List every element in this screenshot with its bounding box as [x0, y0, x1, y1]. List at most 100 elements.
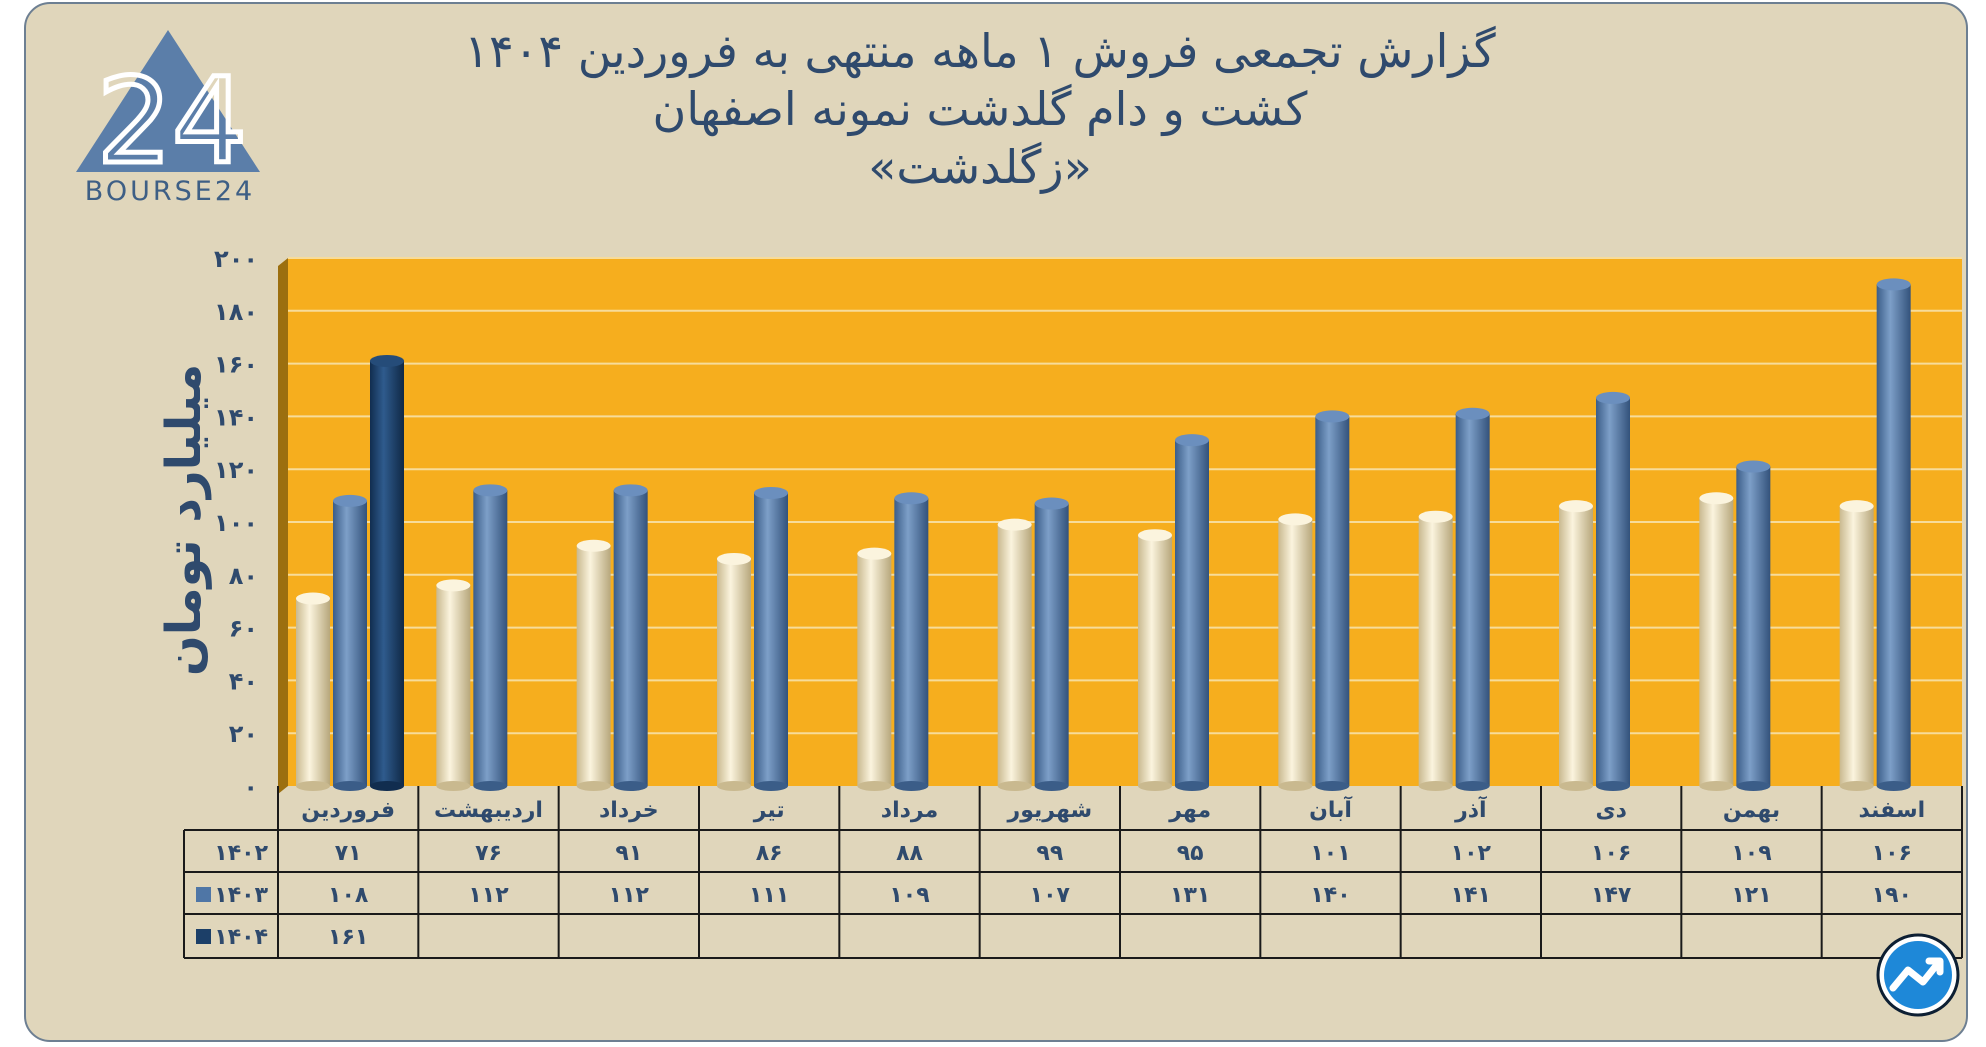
category-label: فروردین — [301, 798, 395, 823]
bar-cap — [1138, 529, 1172, 542]
bar — [1699, 498, 1734, 786]
data-label: ۸۸ — [896, 841, 923, 866]
y-tick-label: ۱۰۰ — [214, 509, 258, 537]
series-name: ۱۴۰۳ — [214, 883, 268, 908]
bar-cap — [1278, 513, 1313, 526]
category-label: اسفند — [1858, 798, 1925, 823]
bar — [894, 498, 929, 786]
bourse-chart-icon — [1876, 933, 1960, 1017]
bar-base — [1699, 781, 1734, 791]
bar — [1315, 416, 1350, 786]
bar — [717, 558, 751, 786]
bar-cap — [1876, 278, 1911, 291]
bar-cap — [1596, 391, 1630, 404]
bar-base — [1138, 781, 1172, 791]
bar-base — [754, 781, 788, 791]
bar-cap — [857, 547, 892, 560]
bar-base — [1278, 781, 1313, 791]
bar — [1736, 466, 1771, 786]
bar-base — [576, 781, 611, 791]
category-label: آذر — [1454, 795, 1487, 823]
category-label: شهریور — [1007, 798, 1093, 823]
bar-base — [370, 781, 404, 791]
bar-cap — [613, 484, 648, 497]
bar-cap — [1559, 500, 1593, 513]
y-tick-label: ۰ — [243, 773, 258, 801]
data-label: ۱۹۰ — [1872, 883, 1912, 908]
category-label: خرداد — [599, 798, 659, 823]
plot-side-wall — [278, 258, 288, 794]
bar — [1175, 440, 1209, 786]
bar-cap — [576, 539, 611, 552]
data-label: ۱۰۶ — [1872, 841, 1912, 866]
category-label: بهمن — [1723, 798, 1780, 823]
data-label: ۹۵ — [1177, 841, 1204, 866]
bar — [857, 553, 892, 786]
data-label: ۱۴۰ — [1310, 883, 1350, 908]
bar — [436, 585, 471, 786]
bar — [296, 598, 330, 786]
bar-cap — [1455, 407, 1490, 420]
y-tick-label: ۱۴۰ — [214, 403, 258, 431]
bar — [1418, 516, 1453, 786]
bar — [1559, 506, 1593, 786]
bar-cap — [296, 592, 330, 605]
bar-base — [1559, 781, 1593, 791]
y-tick-label: ۴۰ — [229, 667, 258, 695]
logo-mark: 24 — [97, 52, 247, 190]
bar-cap — [1699, 492, 1734, 505]
bourse24-logo: 24 — [76, 30, 260, 193]
category-label: تیر — [753, 798, 785, 823]
bar-cap — [1418, 510, 1453, 523]
data-label: ۱۰۱ — [1310, 841, 1350, 866]
data-label: ۷۱ — [335, 841, 362, 866]
bar-cap — [1839, 500, 1874, 513]
bar-cap — [997, 518, 1032, 531]
title-line-1: گزارش تجمعی فروش ۱ ماهه منتهی به فروردین… — [464, 24, 1496, 78]
bar-base — [717, 781, 751, 791]
bar — [997, 524, 1032, 786]
bar-cap — [1736, 460, 1771, 473]
category-label: مرداد — [881, 798, 938, 823]
y-tick-label: ۱۲۰ — [214, 456, 258, 484]
legend-swatch — [196, 929, 211, 944]
category-label: مهر — [1168, 798, 1211, 823]
bar — [370, 360, 404, 786]
bar-cap — [754, 486, 788, 499]
data-label: ۱۲۱ — [1731, 883, 1771, 908]
series-name: ۱۴۰۲ — [214, 841, 268, 866]
bar — [1596, 397, 1630, 786]
bar-base — [1876, 781, 1911, 791]
bar-base — [1596, 781, 1630, 791]
bar-base — [1034, 781, 1069, 791]
data-label: ۸۶ — [756, 841, 783, 866]
bar-cap — [717, 552, 751, 565]
y-tick-label: ۶۰ — [229, 615, 258, 643]
title-line-3: «زگلدشت» — [868, 140, 1092, 194]
bar-base — [613, 781, 648, 791]
bar-base — [857, 781, 892, 791]
bar-base — [473, 781, 508, 791]
data-label: ۱۱۱ — [749, 883, 789, 908]
y-tick-label: ۲۰ — [229, 720, 258, 748]
bar-cap — [1315, 410, 1350, 423]
bar-cap — [436, 579, 471, 592]
bar — [1839, 506, 1874, 786]
bar-cap — [894, 492, 929, 505]
category-label: دی — [1595, 798, 1626, 823]
bar-base — [894, 781, 929, 791]
bar-cap — [370, 354, 404, 367]
y-tick-label: ۸۰ — [229, 562, 258, 590]
data-label: ۱۴۷ — [1591, 883, 1632, 908]
data-label: ۷۶ — [475, 841, 502, 866]
bar — [1278, 519, 1313, 786]
data-label: ۱۰۶ — [1591, 841, 1631, 866]
bar — [1455, 413, 1490, 786]
logo-triangle-icon — [76, 30, 260, 172]
data-label: ۱۶۱ — [328, 925, 368, 950]
data-label: ۱۰۷ — [1030, 883, 1071, 908]
bar-base — [1418, 781, 1453, 791]
bar-base — [1455, 781, 1490, 791]
bar-base — [1736, 781, 1771, 791]
